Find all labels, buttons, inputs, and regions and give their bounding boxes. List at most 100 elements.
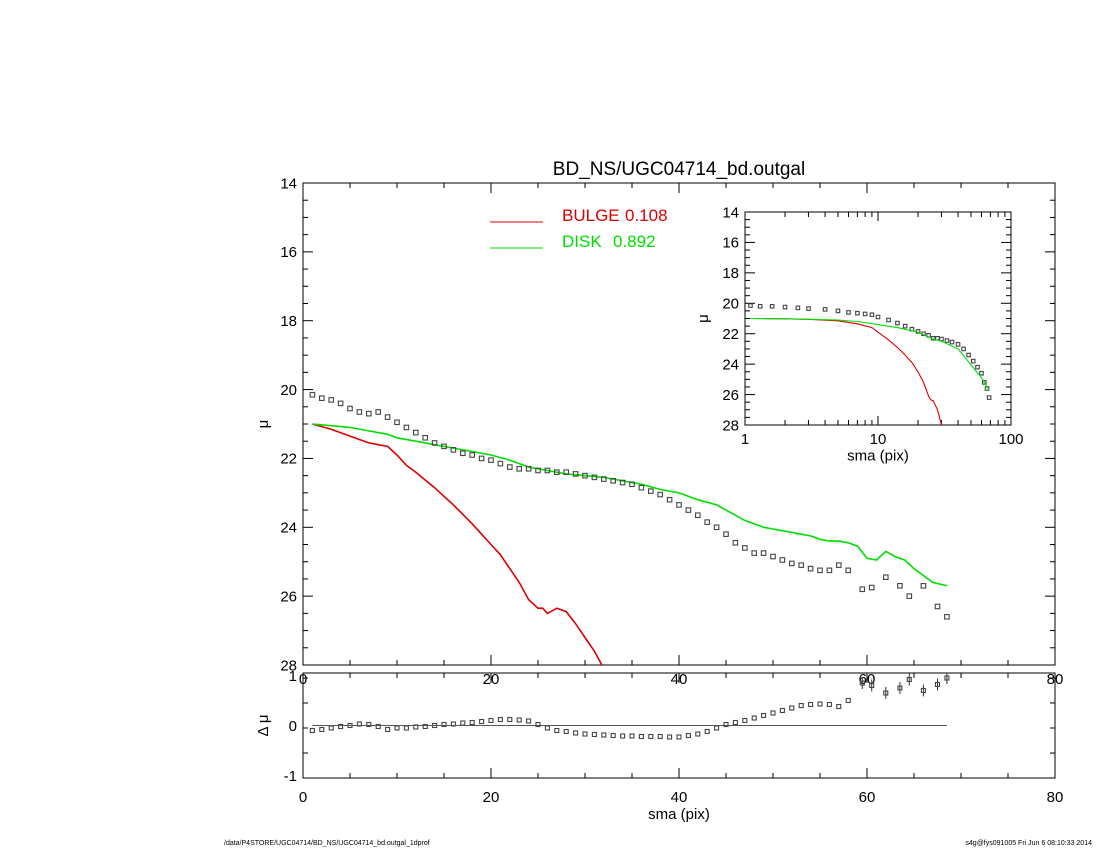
data-point <box>553 469 560 476</box>
plot-area <box>309 391 950 665</box>
data-point <box>897 685 903 691</box>
data-point <box>685 732 691 739</box>
data-point <box>347 405 353 412</box>
data-point <box>835 308 841 314</box>
data-point <box>694 512 701 519</box>
data-point <box>770 553 776 560</box>
x-tick-label: 10 <box>870 431 887 448</box>
x-tick-label: 100 <box>998 431 1023 448</box>
data-point <box>384 414 391 420</box>
data-point <box>782 304 788 310</box>
data-point <box>497 460 504 467</box>
data-point <box>318 395 325 401</box>
data-point <box>955 342 961 347</box>
data-point <box>798 702 804 709</box>
data-point <box>986 395 992 400</box>
x-tick-label: 60 <box>859 789 876 806</box>
data-point <box>535 721 541 728</box>
data-point <box>403 725 409 731</box>
y-tick-label: 24 <box>280 520 297 537</box>
data-point <box>328 725 334 731</box>
x-tick-label: 20 <box>483 789 500 806</box>
data-point <box>742 717 748 724</box>
data-point <box>723 721 729 728</box>
y-tick-label: 24 <box>722 356 739 373</box>
data-point <box>422 434 429 441</box>
data-point <box>478 455 485 462</box>
data-point <box>657 491 664 498</box>
data-point <box>869 312 875 317</box>
data-point <box>544 467 551 474</box>
legend-value-bulge: 0.108 <box>625 206 668 225</box>
data-point <box>610 732 616 739</box>
data-point <box>573 730 579 736</box>
data-point <box>944 675 950 681</box>
data-point <box>713 524 720 531</box>
y-tick-label: -1 <box>284 768 297 785</box>
data-point <box>591 474 598 481</box>
data-point <box>591 731 597 738</box>
data-point <box>788 560 795 567</box>
data-point <box>459 450 466 457</box>
data-point <box>525 465 532 472</box>
data-point <box>897 583 903 589</box>
data-point <box>817 701 823 707</box>
data-point <box>779 557 786 563</box>
data-point <box>441 443 447 450</box>
data-point <box>441 721 447 728</box>
data-point <box>795 305 801 311</box>
data-point <box>883 690 889 696</box>
data-point <box>798 562 805 568</box>
y-tick-label: 14 <box>722 204 739 221</box>
data-point <box>309 727 315 734</box>
data-point <box>966 352 971 358</box>
data-point <box>695 731 701 737</box>
data-point <box>826 567 833 574</box>
data-point <box>920 687 926 694</box>
disk-line <box>750 317 990 391</box>
data-point <box>554 727 560 734</box>
y-tick-label: 16 <box>722 235 739 252</box>
data-point <box>620 733 626 739</box>
data-point <box>629 481 635 488</box>
disk-line <box>312 423 948 587</box>
data-point <box>862 311 868 317</box>
data-point <box>338 723 344 730</box>
data-point <box>770 710 776 716</box>
data-point <box>337 400 344 407</box>
data-point <box>422 723 428 730</box>
data-point <box>846 310 851 315</box>
data-point <box>469 719 475 726</box>
data-point <box>808 701 814 708</box>
data-point <box>732 719 738 726</box>
data-point <box>479 718 485 725</box>
x-tick-label: 40 <box>671 789 688 806</box>
data-point <box>944 613 950 620</box>
data-point <box>979 370 984 376</box>
x-tick-label: 80 <box>1047 789 1064 806</box>
bulge-line <box>312 423 603 665</box>
data-point <box>741 545 748 551</box>
data-point <box>868 584 875 591</box>
data-point <box>845 567 852 574</box>
data-point <box>507 716 513 723</box>
y-tick-label: 20 <box>722 296 739 313</box>
bulge-line <box>750 317 943 425</box>
y-tick-label: 26 <box>722 387 739 404</box>
data-point <box>751 715 757 721</box>
data-point <box>526 718 532 724</box>
data-point <box>902 323 908 329</box>
y-tick-label: 16 <box>280 244 297 261</box>
data-point <box>460 720 466 726</box>
data-point <box>769 304 775 309</box>
data-point <box>431 440 438 446</box>
data-point <box>859 680 865 686</box>
data-point <box>676 734 682 740</box>
data-point <box>403 424 410 431</box>
y-tick-label: 0 <box>289 718 297 735</box>
legend-value-disk: 0.892 <box>613 232 656 251</box>
y-tick-label: 22 <box>280 451 297 468</box>
data-point <box>535 467 541 474</box>
data-point <box>906 676 912 683</box>
